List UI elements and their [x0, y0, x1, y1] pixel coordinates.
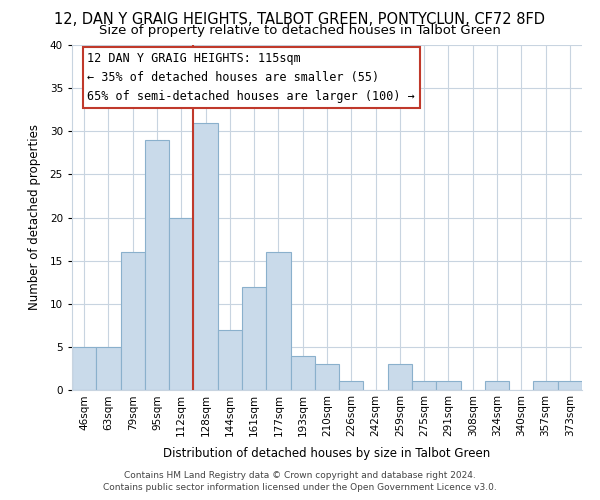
Text: 12 DAN Y GRAIG HEIGHTS: 115sqm
← 35% of detached houses are smaller (55)
65% of : 12 DAN Y GRAIG HEIGHTS: 115sqm ← 35% of … — [88, 52, 415, 103]
Text: Contains HM Land Registry data © Crown copyright and database right 2024.
Contai: Contains HM Land Registry data © Crown c… — [103, 471, 497, 492]
Bar — [193, 122, 218, 390]
Y-axis label: Number of detached properties: Number of detached properties — [28, 124, 41, 310]
Bar — [72, 347, 96, 390]
Bar — [96, 347, 121, 390]
Text: 12, DAN Y GRAIG HEIGHTS, TALBOT GREEN, PONTYCLUN, CF72 8FD: 12, DAN Y GRAIG HEIGHTS, TALBOT GREEN, P… — [55, 12, 545, 28]
Bar — [290, 356, 315, 390]
X-axis label: Distribution of detached houses by size in Talbot Green: Distribution of detached houses by size … — [163, 448, 491, 460]
Bar — [218, 330, 242, 390]
Bar — [121, 252, 145, 390]
Bar — [145, 140, 169, 390]
Bar — [315, 364, 339, 390]
Bar — [485, 382, 509, 390]
Bar — [533, 382, 558, 390]
Bar — [388, 364, 412, 390]
Bar — [558, 382, 582, 390]
Bar — [169, 218, 193, 390]
Bar — [242, 286, 266, 390]
Bar — [412, 382, 436, 390]
Bar — [266, 252, 290, 390]
Bar — [339, 382, 364, 390]
Bar — [436, 382, 461, 390]
Text: Size of property relative to detached houses in Talbot Green: Size of property relative to detached ho… — [99, 24, 501, 37]
